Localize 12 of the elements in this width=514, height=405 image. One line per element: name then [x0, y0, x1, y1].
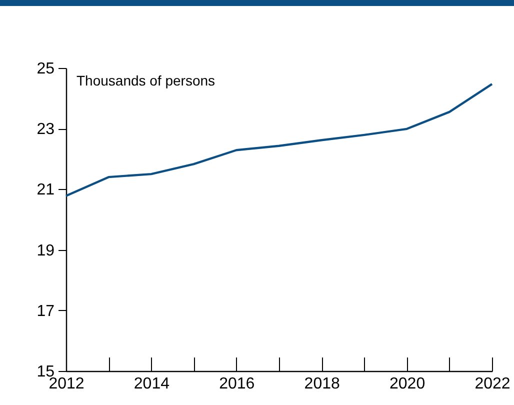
y-tick-label: 19 — [36, 242, 55, 260]
x-tick-label: 2018 — [304, 376, 340, 392]
x-tick-label: 2020 — [390, 376, 426, 392]
y-axis-title: Thousands of persons — [76, 72, 216, 88]
x-tick-label: 2014 — [134, 376, 170, 392]
y-tick-label: 25 — [36, 60, 55, 78]
x-tick-label: 2016 — [219, 376, 255, 392]
x-tick-label: 2022 — [474, 376, 510, 392]
y-tick-label: 17 — [36, 302, 55, 320]
y-tick-label: 23 — [36, 121, 55, 138]
y-tick-label: 21 — [36, 182, 55, 199]
x-tick-label: 2012 — [48, 376, 84, 392]
